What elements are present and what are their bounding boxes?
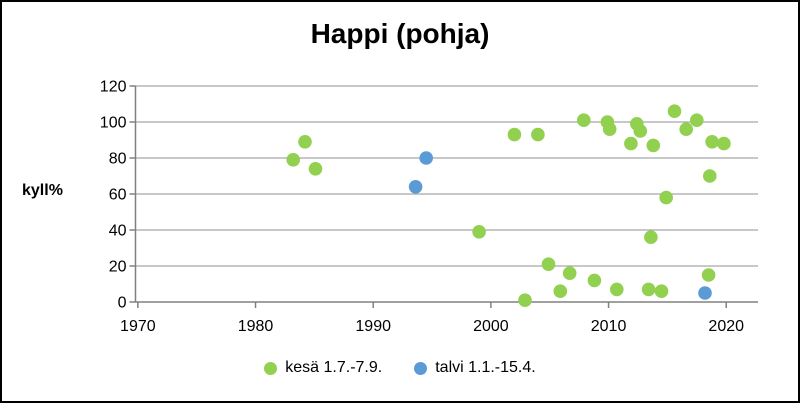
y-tick-label: 60: [109, 187, 127, 204]
data-point: [705, 135, 719, 149]
data-point: [298, 135, 312, 149]
data-point: [679, 122, 693, 136]
x-tick-label: 1990: [355, 318, 391, 335]
data-point: [286, 153, 301, 167]
legend: kesä 1.7.-7.9. talvi 1.1.-15.4.: [2, 359, 798, 377]
data-point: [703, 169, 717, 183]
x-tick-label: 1970: [120, 318, 156, 335]
data-point: [562, 266, 577, 281]
x-tick-label: 2010: [591, 318, 627, 335]
data-point: [690, 113, 704, 127]
data-point: [518, 293, 532, 308]
data-point: [602, 122, 617, 136]
data-point: [698, 286, 712, 300]
data-point: [308, 162, 323, 176]
y-axis-title: kyll%: [22, 182, 63, 199]
data-point: [641, 282, 656, 297]
legend-label-kesa: kesä 1.7.-7.9.: [285, 359, 383, 376]
y-tick-label: 0: [118, 295, 127, 312]
data-point: [541, 257, 556, 271]
legend-label-talvi: talvi 1.1.-15.4.: [435, 359, 536, 376]
x-tick-label: 2020: [708, 318, 744, 335]
data-point: [419, 151, 434, 165]
data-point: [667, 104, 682, 118]
data-point: [646, 138, 661, 153]
data-point: [507, 127, 522, 142]
data-point: [577, 113, 591, 127]
data-point: [553, 284, 568, 299]
y-tick-label: 80: [109, 151, 127, 168]
data-point: [633, 124, 648, 138]
data-point: [717, 136, 731, 151]
x-tick-label: 1980: [238, 318, 274, 335]
talvi-circle-icon: [414, 361, 428, 375]
kesa-circle-icon: [264, 361, 278, 375]
y-tick-label: 40: [109, 223, 127, 240]
data-point: [531, 127, 545, 142]
data-point: [587, 273, 602, 288]
legend-item-kesa: kesä 1.7.-7.9.: [264, 359, 382, 377]
y-tick-label: 120: [100, 79, 127, 96]
data-point: [408, 180, 423, 194]
data-point: [610, 282, 624, 297]
chart-title: Happi (pohja): [310, 18, 490, 49]
data-point: [644, 230, 658, 244]
legend-item-talvi: talvi 1.1.-15.4.: [414, 359, 536, 377]
data-point: [654, 284, 669, 299]
data-point: [659, 190, 673, 205]
y-tick-label: 20: [109, 259, 127, 276]
y-tick-label: 100: [100, 115, 127, 132]
x-tick-label: 2000: [473, 318, 509, 335]
data-point: [472, 225, 486, 239]
data-point: [624, 136, 638, 151]
data-point: [701, 268, 716, 282]
